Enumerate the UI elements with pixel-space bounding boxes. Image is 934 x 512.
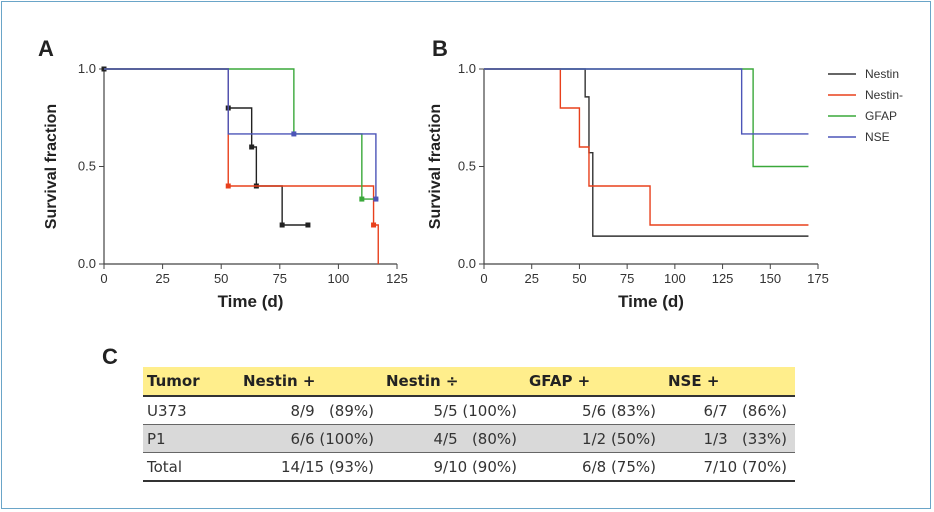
cell-value: 6/6 (100%) <box>239 424 382 453</box>
y-axis-label: Survival fraction <box>427 104 444 229</box>
x-tick-label: 100 <box>664 271 686 286</box>
cell-value: 8/9 (89%) <box>239 396 382 425</box>
x-axis-label: Time (d) <box>618 292 684 311</box>
cell-value: 5/6 (83%) <box>525 396 664 425</box>
series-line-a-3 <box>104 68 379 200</box>
censor-mark <box>371 222 377 228</box>
x-tick-label: 50 <box>572 271 586 286</box>
cell-value: 5/5 (100%) <box>382 396 525 425</box>
series-line-nestin <box>484 68 809 237</box>
x-axis-label: Time (d) <box>218 292 284 311</box>
x-tick-label: 75 <box>620 271 634 286</box>
legend-label: NSE <box>865 130 890 144</box>
table-header-row: Tumor Nestin + Nestin ÷ GFAP + NSE + <box>143 367 795 397</box>
x-tick-label: 175 <box>807 271 829 286</box>
summary-table: Tumor Nestin + Nestin ÷ GFAP + NSE + U37… <box>143 367 795 482</box>
cell-value: 1/2 (50%) <box>525 424 664 453</box>
x-tick-label: 25 <box>524 271 538 286</box>
cell-value: 7/10 (70%) <box>664 452 795 482</box>
series-line-a-0 <box>104 68 308 226</box>
x-tick-label: 25 <box>155 271 169 286</box>
cell-value: 14/15 (93%) <box>239 452 382 482</box>
cell-value: 4/5 (80%) <box>382 424 525 453</box>
panel-label-b: B <box>432 36 448 61</box>
panel-label-a: A <box>38 36 54 61</box>
cell-tumor: U373 <box>143 396 239 425</box>
y-tick-label: 1.0 <box>458 61 476 76</box>
cell-value: 6/8 (75%) <box>525 452 664 482</box>
censor-mark <box>305 222 311 228</box>
legend-label: GFAP <box>865 109 897 123</box>
col-header-nestin-pos: Nestin + <box>239 367 382 397</box>
censor-mark <box>359 196 365 202</box>
y-tick-label: 0.0 <box>78 256 96 271</box>
y-tick-label: 0.0 <box>458 256 476 271</box>
x-tick-label: 100 <box>328 271 350 286</box>
cell-tumor: P1 <box>143 424 239 453</box>
y-tick-label: 0.5 <box>458 159 476 174</box>
x-tick-label: 75 <box>273 271 287 286</box>
censor-mark <box>249 144 255 150</box>
series-line-a-1 <box>104 68 379 264</box>
y-axis-label: Survival fraction <box>43 104 60 229</box>
censor-mark <box>373 196 379 202</box>
censor-mark <box>291 131 297 137</box>
col-header-nse: NSE + <box>664 367 795 397</box>
x-tick-label: 0 <box>480 271 487 286</box>
legend-label: Nestin <box>865 67 899 81</box>
series-line-gfap <box>484 68 809 168</box>
panel-label-c: C <box>102 344 118 369</box>
y-tick-label: 0.5 <box>78 159 96 174</box>
legend-label: Nestin- <box>865 88 903 102</box>
cell-value: 1/3 (33%) <box>664 424 795 453</box>
series-line-nestin- <box>484 68 809 226</box>
table-row: U373 8/9 (89%) 5/5 (100%) 5/6 (83%) 6/7 … <box>143 396 795 425</box>
col-header-nestin-neg: Nestin ÷ <box>382 367 525 397</box>
cell-value: 9/10 (90%) <box>382 452 525 482</box>
x-tick-label: 0 <box>100 271 107 286</box>
table-row: Total 14/15 (93%) 9/10 (90%) 6/8 (75%) 7… <box>143 452 795 482</box>
cell-value: 6/7 (86%) <box>664 396 795 425</box>
censor-mark <box>279 222 285 228</box>
table-row: P1 6/6 (100%) 4/5 (80%) 1/2 (50%) 1/3 (3… <box>143 424 795 453</box>
y-tick-label: 1.0 <box>78 61 96 76</box>
x-tick-label: 125 <box>712 271 734 286</box>
x-tick-label: 125 <box>386 271 408 286</box>
col-header-tumor: Tumor <box>143 367 239 397</box>
x-tick-label: 50 <box>214 271 228 286</box>
censor-mark <box>225 183 231 189</box>
col-header-gfap: GFAP + <box>525 367 664 397</box>
x-tick-label: 150 <box>759 271 781 286</box>
cell-tumor: Total <box>143 452 239 482</box>
series-line-nse <box>484 68 809 135</box>
